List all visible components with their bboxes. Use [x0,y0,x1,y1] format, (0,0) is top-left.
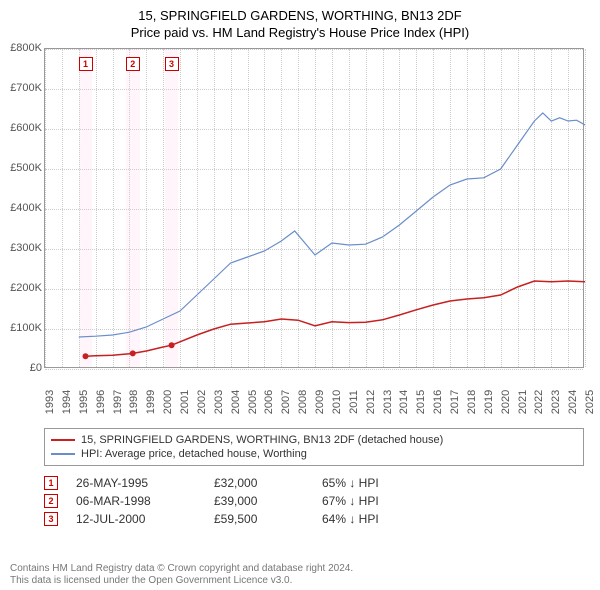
event-price: £32,000 [214,476,304,490]
chart-container: 15, SPRINGFIELD GARDENS, WORTHING, BN13 … [0,0,600,590]
event-date: 06-MAR-1998 [76,494,196,508]
footer-line1: Contains HM Land Registry data © Crown c… [10,563,353,575]
y-tick-label: £300K [10,242,42,254]
x-tick-label: 2025 [584,390,596,414]
chart: £0£100K£200K£300K£400K£500K£600K£700K£80… [0,48,600,418]
y-tick-label: £100K [10,322,42,334]
footer-line2: This data is licensed under the Open Gov… [10,575,353,587]
y-tick-label: £500K [10,162,42,174]
x-axis: 1993 1994 1995 1996 1997 1998 1999 2000 2001 2002… [44,368,584,418]
x-tick-label: 2020 [500,390,512,414]
x-tick-label: 2015 [415,390,427,414]
x-tick-label: 2021 [517,390,529,414]
y-tick-label: £600K [10,122,42,134]
legend-label: HPI: Average price, detached house, Wort… [81,447,307,461]
event-date: 26-MAY-1995 [76,476,196,490]
event-marker-flag: 2 [126,57,140,71]
x-tick-label: 1997 [112,390,124,414]
event-marker-flag: 3 [165,57,179,71]
series-line [79,113,585,337]
title-address: 15, SPRINGFIELD GARDENS, WORTHING, BN13 … [0,8,600,23]
x-tick-label: 2012 [365,390,377,414]
event-marker-flag: 1 [79,57,93,71]
x-tick-label: 2019 [483,390,495,414]
event-row: 3 12-JUL-2000 £59,500 64% ↓ HPI [44,512,584,526]
x-tick-label: 2007 [280,390,292,414]
chart-svg [45,49,585,369]
legend-item: 15, SPRINGFIELD GARDENS, WORTHING, BN13 … [51,433,577,447]
event-row: 1 26-MAY-1995 £32,000 65% ↓ HPI [44,476,584,490]
x-tick-label: 1998 [128,390,140,414]
x-tick-label: 1995 [78,390,90,414]
x-tick-label: 2009 [314,390,326,414]
y-tick-label: £800K [10,42,42,54]
x-tick-label: 2001 [179,390,191,414]
x-tick-label: 2017 [449,390,461,414]
x-tick-label: 2004 [230,390,242,414]
footer: Contains HM Land Registry data © Crown c… [10,563,353,587]
y-tick-label: £700K [10,82,42,94]
x-tick-label: 1999 [145,390,157,414]
x-tick-label: 2000 [162,390,174,414]
event-price: £59,500 [214,512,304,526]
x-tick-label: 2008 [297,390,309,414]
x-tick-label: 2011 [348,390,360,414]
legend-item: HPI: Average price, detached house, Wort… [51,447,577,461]
y-tick-label: £200K [10,282,42,294]
sale-marker-dot [130,350,136,356]
x-tick-label: 2023 [550,390,562,414]
x-tick-label: 2013 [382,390,394,414]
y-tick-label: £400K [10,202,42,214]
event-delta: 65% ↓ HPI [322,476,422,490]
x-tick-label: 2022 [533,390,545,414]
x-tick-label: 2003 [213,390,225,414]
event-number-box: 1 [44,476,58,490]
legend-swatch [51,439,75,441]
event-number-box: 3 [44,512,58,526]
x-tick-label: 2024 [567,390,579,414]
event-row: 2 06-MAR-1998 £39,000 67% ↓ HPI [44,494,584,508]
y-axis: £0£100K£200K£300K£400K£500K£600K£700K£80… [0,48,44,368]
legend-label: 15, SPRINGFIELD GARDENS, WORTHING, BN13 … [81,433,443,447]
title-subtitle: Price paid vs. HM Land Registry's House … [0,25,600,40]
event-price: £39,000 [214,494,304,508]
x-tick-label: 1994 [61,390,73,414]
legend: 15, SPRINGFIELD GARDENS, WORTHING, BN13 … [44,428,584,466]
event-date: 12-JUL-2000 [76,512,196,526]
event-delta: 64% ↓ HPI [322,512,422,526]
legend-swatch [51,453,75,455]
x-tick-label: 2005 [247,390,259,414]
plot-area: 1 2 3 [44,48,584,368]
titles: 15, SPRINGFIELD GARDENS, WORTHING, BN13 … [0,0,600,40]
x-tick-label: 2016 [432,390,444,414]
grid-line-v [585,49,586,367]
x-tick-label: 2014 [398,390,410,414]
x-tick-label: 2002 [196,390,208,414]
x-tick-label: 1996 [95,390,107,414]
x-tick-label: 2006 [263,390,275,414]
event-delta: 67% ↓ HPI [322,494,422,508]
x-tick-label: 2018 [466,390,478,414]
sale-marker-dot [169,342,175,348]
series-line [86,281,586,356]
x-tick-label: 1993 [44,390,56,414]
y-tick-label: £0 [30,362,42,374]
event-number-box: 2 [44,494,58,508]
sale-marker-dot [83,353,89,359]
x-tick-label: 2010 [331,390,343,414]
events-table: 1 26-MAY-1995 £32,000 65% ↓ HPI 2 06-MAR-1998… [44,472,584,530]
